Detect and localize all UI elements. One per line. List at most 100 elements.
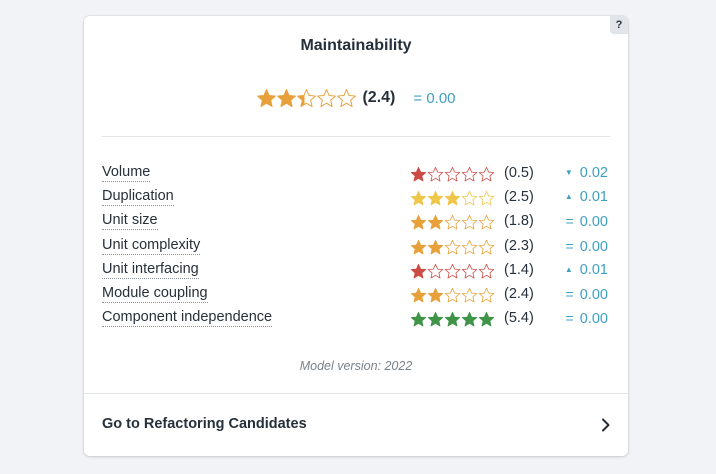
star-icon bbox=[410, 312, 427, 327]
star-icon bbox=[444, 263, 461, 279]
metric-label[interactable]: Unit complexity bbox=[102, 236, 201, 255]
star-icon bbox=[410, 263, 427, 279]
metric-delta: = 0.00 bbox=[566, 238, 608, 255]
metric-delta: ▲ 0.01 bbox=[565, 189, 608, 205]
star-icon bbox=[317, 88, 337, 107]
star-icon bbox=[410, 166, 427, 182]
star-icon bbox=[427, 312, 444, 327]
metric-delta: = 0.00 bbox=[566, 213, 608, 230]
metric-label[interactable]: Volume bbox=[102, 164, 151, 182]
star-icon bbox=[461, 166, 478, 182]
star-icon bbox=[461, 239, 478, 254]
metric-delta-value: 0.01 bbox=[579, 261, 608, 278]
maintainability-card: ? Maintainability (2.4) = 0.00 Volume (0.… bbox=[84, 16, 628, 456]
metric-score: (2.4) bbox=[504, 285, 534, 302]
refactoring-candidates-link[interactable]: Go to Refactoring Candidates bbox=[84, 394, 628, 456]
triangle-down-icon: ▼ bbox=[564, 168, 573, 177]
chevron-right-icon bbox=[601, 418, 611, 437]
star-icon bbox=[427, 287, 444, 303]
star-icon bbox=[277, 88, 297, 107]
star-icon bbox=[478, 191, 495, 206]
star-icon bbox=[478, 166, 495, 182]
metric-delta-value: 0.00 bbox=[579, 238, 608, 255]
triangle-up-icon: ▲ bbox=[564, 264, 573, 274]
metric-score: (1.8) bbox=[504, 213, 534, 230]
metric-row: Volume (0.5) ▼ 0.02 bbox=[102, 162, 608, 186]
metric-star-rating bbox=[410, 263, 495, 280]
star-icon bbox=[461, 312, 478, 327]
star-icon bbox=[444, 191, 461, 206]
overall-score: (2.4) bbox=[362, 89, 396, 106]
overall-rating: (2.4) = 0.00 bbox=[84, 87, 628, 109]
equals-icon: = bbox=[413, 89, 423, 107]
metric-row: Duplication (2.5) ▲ 0.01 bbox=[102, 186, 608, 210]
equals-icon: = bbox=[565, 285, 574, 302]
metric-star-rating bbox=[410, 214, 495, 231]
metric-row: Component independence (5.4) = 0.00 bbox=[102, 307, 608, 331]
star-icon bbox=[461, 287, 478, 303]
refactoring-candidates-label: Go to Refactoring Candidates bbox=[102, 416, 307, 432]
star-icon bbox=[410, 191, 427, 206]
metric-label[interactable]: Unit interfacing bbox=[102, 260, 199, 279]
metric-score: (1.4) bbox=[504, 261, 534, 278]
star-icon bbox=[478, 312, 495, 327]
metric-score: (0.5) bbox=[504, 165, 534, 181]
triangle-up-icon: ▲ bbox=[564, 192, 573, 202]
equals-icon: = bbox=[565, 213, 574, 230]
metric-delta: = 0.00 bbox=[566, 310, 608, 327]
metric-row: Module coupling (2.4) = 0.00 bbox=[102, 283, 608, 307]
star-icon bbox=[444, 215, 461, 230]
model-version: Model version: 2022 bbox=[299, 359, 413, 373]
overall-delta: = 0.00 bbox=[413, 90, 455, 107]
star-icon bbox=[257, 88, 277, 107]
card-title: Maintainability bbox=[300, 37, 412, 54]
metric-delta-value: 0.00 bbox=[579, 214, 608, 231]
star-icon bbox=[478, 287, 495, 303]
star-icon bbox=[337, 88, 357, 107]
metric-row: Unit complexity (2.3) = 0.00 bbox=[102, 235, 608, 259]
metric-star-rating bbox=[410, 190, 495, 207]
metric-delta: ▲ 0.01 bbox=[565, 262, 608, 278]
metrics-list: Volume (0.5) ▼ 0.02 Duplication (2.5) ▲ 0.01 U… bbox=[102, 162, 608, 331]
star-icon bbox=[410, 215, 427, 230]
star-icon bbox=[427, 191, 444, 206]
metric-star-rating bbox=[410, 287, 495, 304]
metric-row: Unit size (1.8) = 0.00 bbox=[102, 210, 608, 234]
metric-delta-value: 0.01 bbox=[579, 189, 608, 206]
metric-star-rating bbox=[410, 166, 495, 183]
divider bbox=[102, 136, 610, 137]
equals-icon: = bbox=[565, 310, 574, 327]
metric-label[interactable]: Module coupling bbox=[102, 284, 208, 303]
footer-divider bbox=[84, 393, 628, 394]
star-icon bbox=[461, 191, 478, 206]
metric-delta-value: 0.02 bbox=[579, 165, 608, 181]
star-icon bbox=[444, 287, 461, 303]
metric-delta: ▼ 0.02 bbox=[565, 165, 608, 181]
metric-delta: = 0.00 bbox=[566, 286, 608, 303]
metric-score: (2.5) bbox=[504, 189, 534, 206]
help-button[interactable]: ? bbox=[610, 16, 628, 34]
star-icon bbox=[297, 88, 317, 107]
star-icon bbox=[410, 287, 427, 303]
star-icon bbox=[461, 263, 478, 279]
star-icon bbox=[427, 215, 444, 230]
star-icon bbox=[478, 263, 495, 279]
overall-delta-value: 0.00 bbox=[426, 89, 456, 107]
equals-icon: = bbox=[565, 237, 574, 254]
star-icon bbox=[410, 239, 427, 254]
metric-star-rating bbox=[410, 311, 495, 328]
metric-label[interactable]: Component independence bbox=[102, 309, 273, 328]
metric-row: Unit interfacing (1.4) ▲ 0.01 bbox=[102, 259, 608, 283]
metric-delta-value: 0.00 bbox=[579, 311, 608, 328]
metric-score: (5.4) bbox=[504, 310, 534, 327]
star-icon bbox=[461, 215, 478, 230]
star-icon bbox=[427, 239, 444, 254]
star-icon bbox=[444, 239, 461, 254]
star-icon bbox=[427, 166, 444, 182]
metric-label[interactable]: Unit size bbox=[102, 212, 158, 231]
metric-label[interactable]: Duplication bbox=[102, 188, 174, 207]
metric-delta-value: 0.00 bbox=[579, 286, 608, 303]
star-icon bbox=[478, 239, 495, 254]
metric-star-rating bbox=[410, 239, 495, 256]
star-icon bbox=[427, 263, 444, 279]
